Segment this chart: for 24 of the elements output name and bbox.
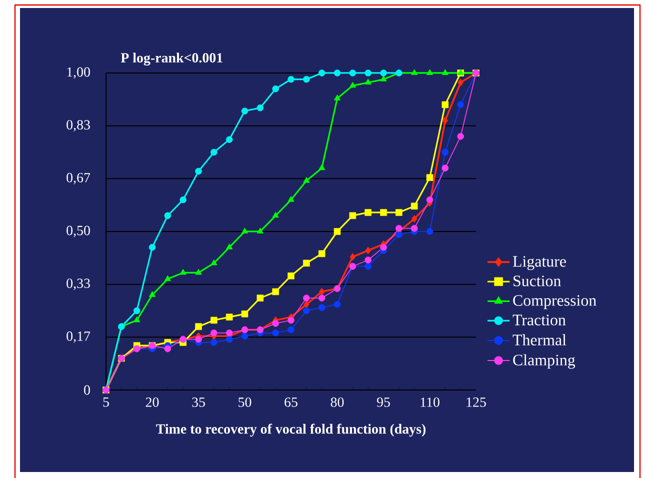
x-axis-title: Time to recovery of vocal fold function (days) [156,424,426,437]
legend-label: Traction [512,314,566,326]
y-tick-label: 0 [84,385,90,395]
x-tick-label: 5 [103,398,109,407]
x-tick-label: 80 [330,398,344,407]
x-tick-label: 20 [146,398,159,407]
legend-label: Ligature [512,256,566,270]
y-tick-label: 1,00 [67,67,90,79]
x-tick-label: 35 [192,398,205,407]
y-tick-label: 0,67 [66,172,90,184]
legend-label: Suction [514,276,561,286]
legend-label: Thermal [512,334,566,346]
x-tick-label: 95 [376,398,390,407]
y-tick-label: 0,50 [66,226,90,238]
x-tick-label: 50 [238,398,252,407]
y-tick-label: 0,83 [66,120,90,132]
legend-label: Compression [513,295,596,310]
y-tick-label: 0,17 [66,331,90,343]
x-tick-label: 65 [284,398,298,407]
y-tick-label: 0,33 [66,278,90,290]
legend-label: Clamping [513,354,576,369]
x-tick-label: 125 [466,398,486,407]
chart-title: P log-rank<0.001 [120,52,222,66]
x-tick-label: 110 [420,398,440,407]
